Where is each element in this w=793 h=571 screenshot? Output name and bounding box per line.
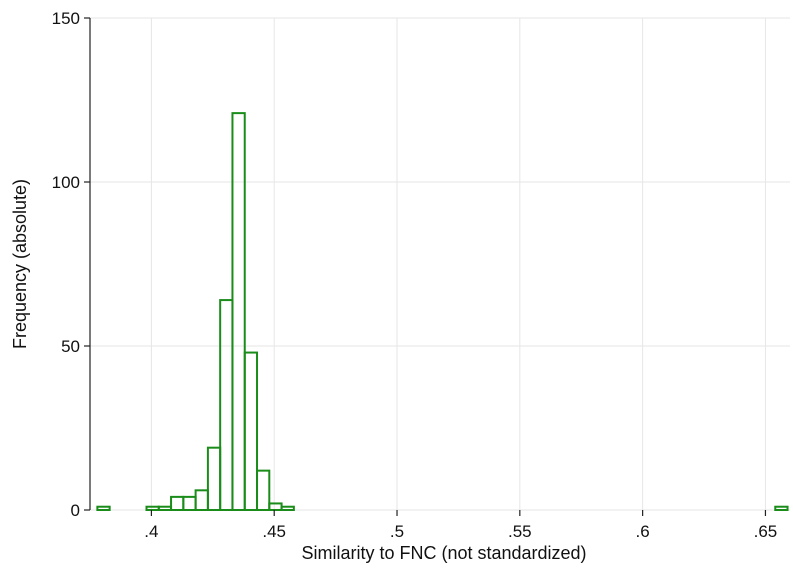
histogram-bar	[219, 299, 234, 511]
y-tick-label: 0	[71, 501, 80, 520]
y-axis-title: Frequency (absolute)	[10, 179, 30, 349]
grid-lines	[90, 17, 790, 511]
histogram-bar	[268, 502, 283, 512]
x-tick-label: .45	[262, 522, 286, 541]
histogram-bar	[157, 505, 173, 512]
histogram-bar	[280, 505, 295, 512]
histogram-bar	[145, 505, 160, 512]
histogram-bar	[231, 112, 246, 512]
x-tick-label: .55	[508, 522, 532, 541]
histogram-bar	[256, 469, 271, 512]
histogram-bars	[96, 112, 789, 512]
y-axis-ticks: 0 50 100 150	[52, 9, 90, 520]
histogram-bar	[206, 446, 222, 511]
x-tick-label: .4	[144, 522, 158, 541]
x-axis-ticks: .4 .45 .5 .55 .6 .65	[144, 510, 777, 541]
histogram-bar	[243, 351, 259, 511]
x-tick-label: .5	[390, 522, 404, 541]
x-axis-title: Similarity to FNC (not standardized)	[301, 543, 586, 563]
y-tick-label: 150	[52, 9, 80, 28]
y-tick-label: 100	[52, 173, 80, 192]
x-tick-label: .6	[636, 522, 650, 541]
histogram-bar	[96, 505, 111, 512]
y-tick-label: 50	[61, 337, 80, 356]
x-tick-label: .65	[754, 522, 778, 541]
histogram-bar	[774, 505, 789, 512]
histogram-bar	[170, 495, 185, 512]
histogram-bar	[182, 495, 197, 512]
histogram-bar	[194, 489, 209, 512]
